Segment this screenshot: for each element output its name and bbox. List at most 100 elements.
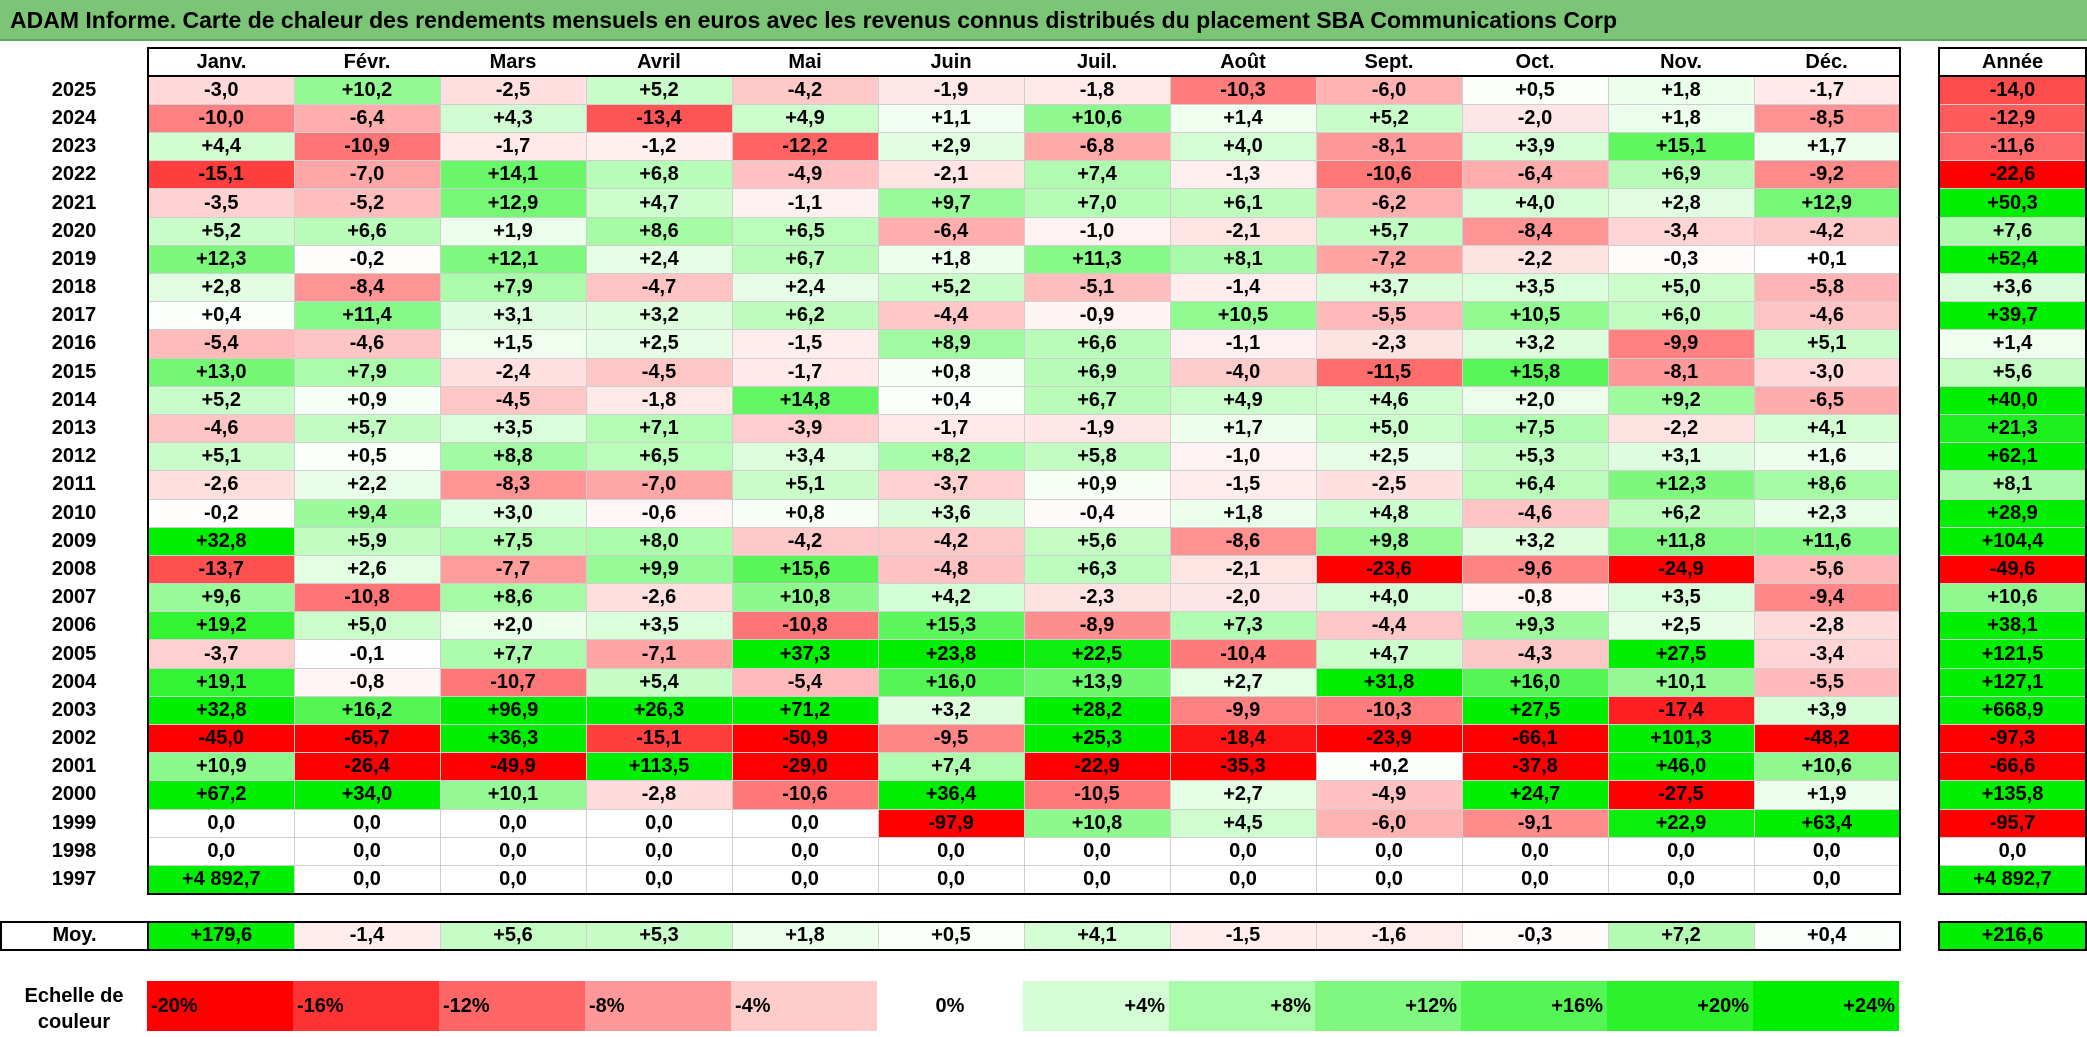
spacer-row	[1939, 894, 2086, 922]
annual-cell: -49,6	[1938, 554, 2087, 585]
annual-cell: +10,6	[1938, 583, 2087, 613]
heatmap-cell: +19,1	[147, 667, 295, 697]
heatmap-cell: +3,2	[877, 695, 1025, 726]
heatmap-cell: +16,0	[877, 667, 1025, 697]
heatmap-cell: +67,2	[147, 780, 295, 810]
heatmap-cell: -9,4	[1753, 583, 1901, 613]
annual-row: +127,1	[1938, 667, 2087, 697]
heatmap-cell: -4,4	[877, 301, 1025, 331]
heatmap-cell: -8,3	[439, 470, 587, 500]
heatmap-cell: -6,4	[293, 103, 441, 134]
table-row: 2024 -10,0 -6,4 +4,3 -13,4 +4,9 +1,1 +10,6 +1,4 +…	[1, 103, 1901, 134]
table-row: 2018 +2,8 -8,4 +7,9 -4,7 +2,4 +5,2 -5,1 -1,4 +3,7…	[1, 272, 1901, 303]
heatmap-cell: 0,0	[1169, 836, 1317, 866]
average-row: Moy. +179,6 -1,4 +5,6 +5,3 +1,8 +0,5 +4,1 -1,5 -1…	[0, 920, 1901, 952]
heatmap-cell: +24,7	[1461, 780, 1609, 810]
heatmap-cell: -4,5	[585, 357, 733, 387]
annual-row: +1,4	[1938, 329, 2087, 359]
heatmap-cell: +1,8	[1169, 498, 1317, 528]
heatmap-cell: +4,3	[439, 103, 587, 134]
heatmap-cell: +3,2	[1461, 329, 1609, 359]
year-label: 2011	[52, 473, 96, 496]
heatmap-cell: +0,9	[1023, 470, 1171, 500]
heatmap-cell: -10,0	[147, 103, 295, 134]
heatmap-cell: -1,5	[731, 329, 879, 359]
heatmap-cell: 0,0	[1461, 836, 1609, 866]
heatmap-cell: 0,0	[585, 864, 733, 895]
heatmap-cell: -29,0	[731, 752, 879, 782]
average-cell: +7,2	[1607, 920, 1755, 952]
heatmap-cell: -5,4	[731, 667, 879, 697]
heatmap-cell: +7,4	[877, 752, 1025, 782]
heatmap-cell: -1,7	[877, 413, 1025, 444]
heatmap-cell: +7,9	[439, 272, 587, 303]
heatmap-cell: +36,4	[877, 780, 1025, 810]
table-row: 2005 -3,7 -0,1 +7,7 -7,1 +37,3 +23,8 +22,5 -10,4…	[1, 639, 1901, 669]
heatmap-cell: +6,7	[1023, 385, 1171, 415]
year-label: 2008	[51, 557, 97, 580]
heatmap-cell: 0,0	[877, 864, 1025, 895]
annual-cell: +39,7	[1938, 301, 2087, 331]
heatmap-cell: +63,4	[1753, 808, 1901, 838]
heatmap-cell: -7,2	[1315, 244, 1463, 275]
heatmap-cell: +4,4	[147, 132, 295, 162]
heatmap-cell: +27,5	[1461, 695, 1609, 726]
heatmap-cell: +6,9	[1023, 357, 1171, 387]
year-label: 2002	[51, 727, 97, 750]
month-header-2: Févr.	[294, 46, 440, 78]
heatmap-cell: -2,1	[1169, 554, 1317, 585]
heatmap-cell: +5,0	[1315, 413, 1463, 444]
month-header-12: Déc.	[1754, 46, 1901, 78]
heatmap-cell: +11,3	[1023, 244, 1171, 275]
heatmap-cell: +3,4	[731, 442, 879, 472]
average-cell: +0,4	[1753, 920, 1901, 952]
table-row: 2001 +10,9 -26,4 -49,9 +113,5 -29,0 +7,4 -22,9-…	[1, 752, 1901, 782]
heatmap-cell: +23,8	[877, 639, 1025, 669]
heatmap-cell: -2,8	[1753, 611, 1901, 641]
heatmap-cell: +5,1	[147, 442, 295, 472]
heatmap-cell: +1,1	[877, 103, 1025, 134]
heatmap-cell: -8,4	[1461, 216, 1609, 246]
heatmap-cell: 0,0	[293, 864, 441, 895]
heatmap-cell: -4,2	[1753, 216, 1901, 246]
table-row: 2025 -3,0 +10,2 -2,5 +5,2 -4,2 -1,9 -1,8 -10,3 -6…	[1, 75, 1901, 105]
heatmap-cell: -2,3	[1023, 583, 1171, 613]
heatmap-cell: +3,1	[439, 301, 587, 331]
color-scale-stop: +24%	[1753, 981, 1899, 1031]
heatmap-cell: 0,0	[147, 836, 295, 866]
heatmap-cell: +5,2	[877, 272, 1025, 303]
heatmap-cell: +4 892,7	[147, 864, 295, 895]
heatmap-cell: -4,9	[1315, 780, 1463, 810]
annual-row: +62,1	[1938, 442, 2087, 472]
heatmap-cell: +6,8	[585, 160, 733, 190]
heatmap-cell: +2,8	[1607, 188, 1755, 218]
heatmap-cell: +7,0	[1023, 188, 1171, 218]
heatmap-cell: -10,9	[293, 132, 441, 162]
heatmap-cell: -3,7	[877, 470, 1025, 500]
heatmap-cell: +4,2	[877, 583, 1025, 613]
heatmap-cell: +1,4	[1169, 103, 1317, 134]
table-row: 2014 +5,2 +0,9 -4,5 -1,8 +14,8 +0,4 +6,7 +4,9 +4,…	[1, 385, 1901, 415]
heatmap-cell: -1,5	[1169, 470, 1317, 500]
heatmap-cell: +4,0	[1169, 132, 1317, 162]
heatmap-cell: 0,0	[1461, 864, 1609, 895]
table-row: 2019 +12,3 -0,2 +12,1 +2,4 +6,7 +1,8 +11,3 +8,1-…	[1, 244, 1901, 275]
color-scale-label: Echelle de couleur	[24, 985, 124, 1033]
heatmap-cell: +4,5	[1169, 808, 1317, 838]
month-header-9: Sept.	[1316, 46, 1462, 78]
annual-cell: +28,9	[1938, 498, 2087, 528]
heatmap-cell: -9,9	[1607, 329, 1755, 359]
heatmap-cell: -3,4	[1753, 639, 1901, 669]
heatmap-cell: +25,3	[1023, 723, 1171, 754]
year-label: 2014	[51, 388, 97, 411]
heatmap-cell: -2,0	[1169, 583, 1317, 613]
heatmap-cell: +0,9	[293, 385, 441, 415]
annual-row: +8,1	[1938, 470, 2087, 500]
annual-cell: +1,4	[1938, 329, 2087, 359]
corner-cell	[1, 48, 148, 76]
heatmap-cell: -4,8	[877, 554, 1025, 585]
heatmap-cell: -5,6	[1753, 554, 1901, 585]
heatmap-cell: +15,3	[877, 611, 1025, 641]
heatmap-cell: +2,4	[585, 244, 733, 275]
year-label: 1999	[51, 811, 97, 834]
